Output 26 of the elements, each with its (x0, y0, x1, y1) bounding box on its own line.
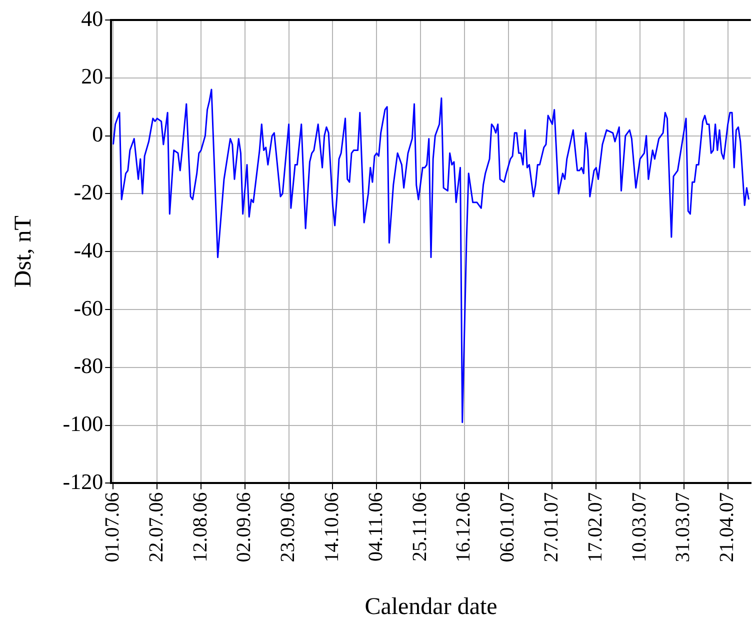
x-tick-label: 25.11.06 (408, 492, 431, 562)
y-tick-label: -80 (74, 353, 104, 378)
x-tick-label: 23.09.06 (277, 492, 300, 562)
y-tick-label: 20 (81, 64, 104, 89)
x-tick-label: 16.12.06 (452, 492, 475, 562)
y-tick-label: 40 (81, 6, 104, 31)
x-axis-title: Calendar date (364, 594, 498, 620)
y-tick-label: -100 (62, 411, 104, 436)
x-tick-label: 12.08.06 (189, 492, 212, 562)
x-tick-label: 10.03.07 (628, 492, 650, 562)
y-tick-label: 0 (92, 122, 104, 147)
x-tick-label: 04.11.06 (364, 492, 387, 562)
y-axis-title: Dst, nT (10, 215, 37, 288)
x-tick-label: 27.01.07 (540, 492, 562, 562)
y-tick-label: -20 (74, 179, 104, 204)
x-tick-label: 14.10.06 (320, 492, 343, 562)
x-tick-label: 02.09.06 (233, 492, 256, 562)
x-tick-label: 31.03.07 (672, 492, 694, 562)
x-tick-label: 22.07.06 (145, 492, 168, 562)
x-tick-label: 21.04.07 (716, 492, 738, 562)
x-tick-label: 01.07.06 (101, 492, 124, 562)
x-tick-label: 06.01.07 (496, 492, 519, 562)
y-tick-label: -40 (74, 237, 104, 262)
y-tick-label: -60 (74, 295, 104, 320)
x-tick-label: 17.02.07 (584, 492, 606, 562)
y-tick-label: -120 (62, 468, 104, 494)
